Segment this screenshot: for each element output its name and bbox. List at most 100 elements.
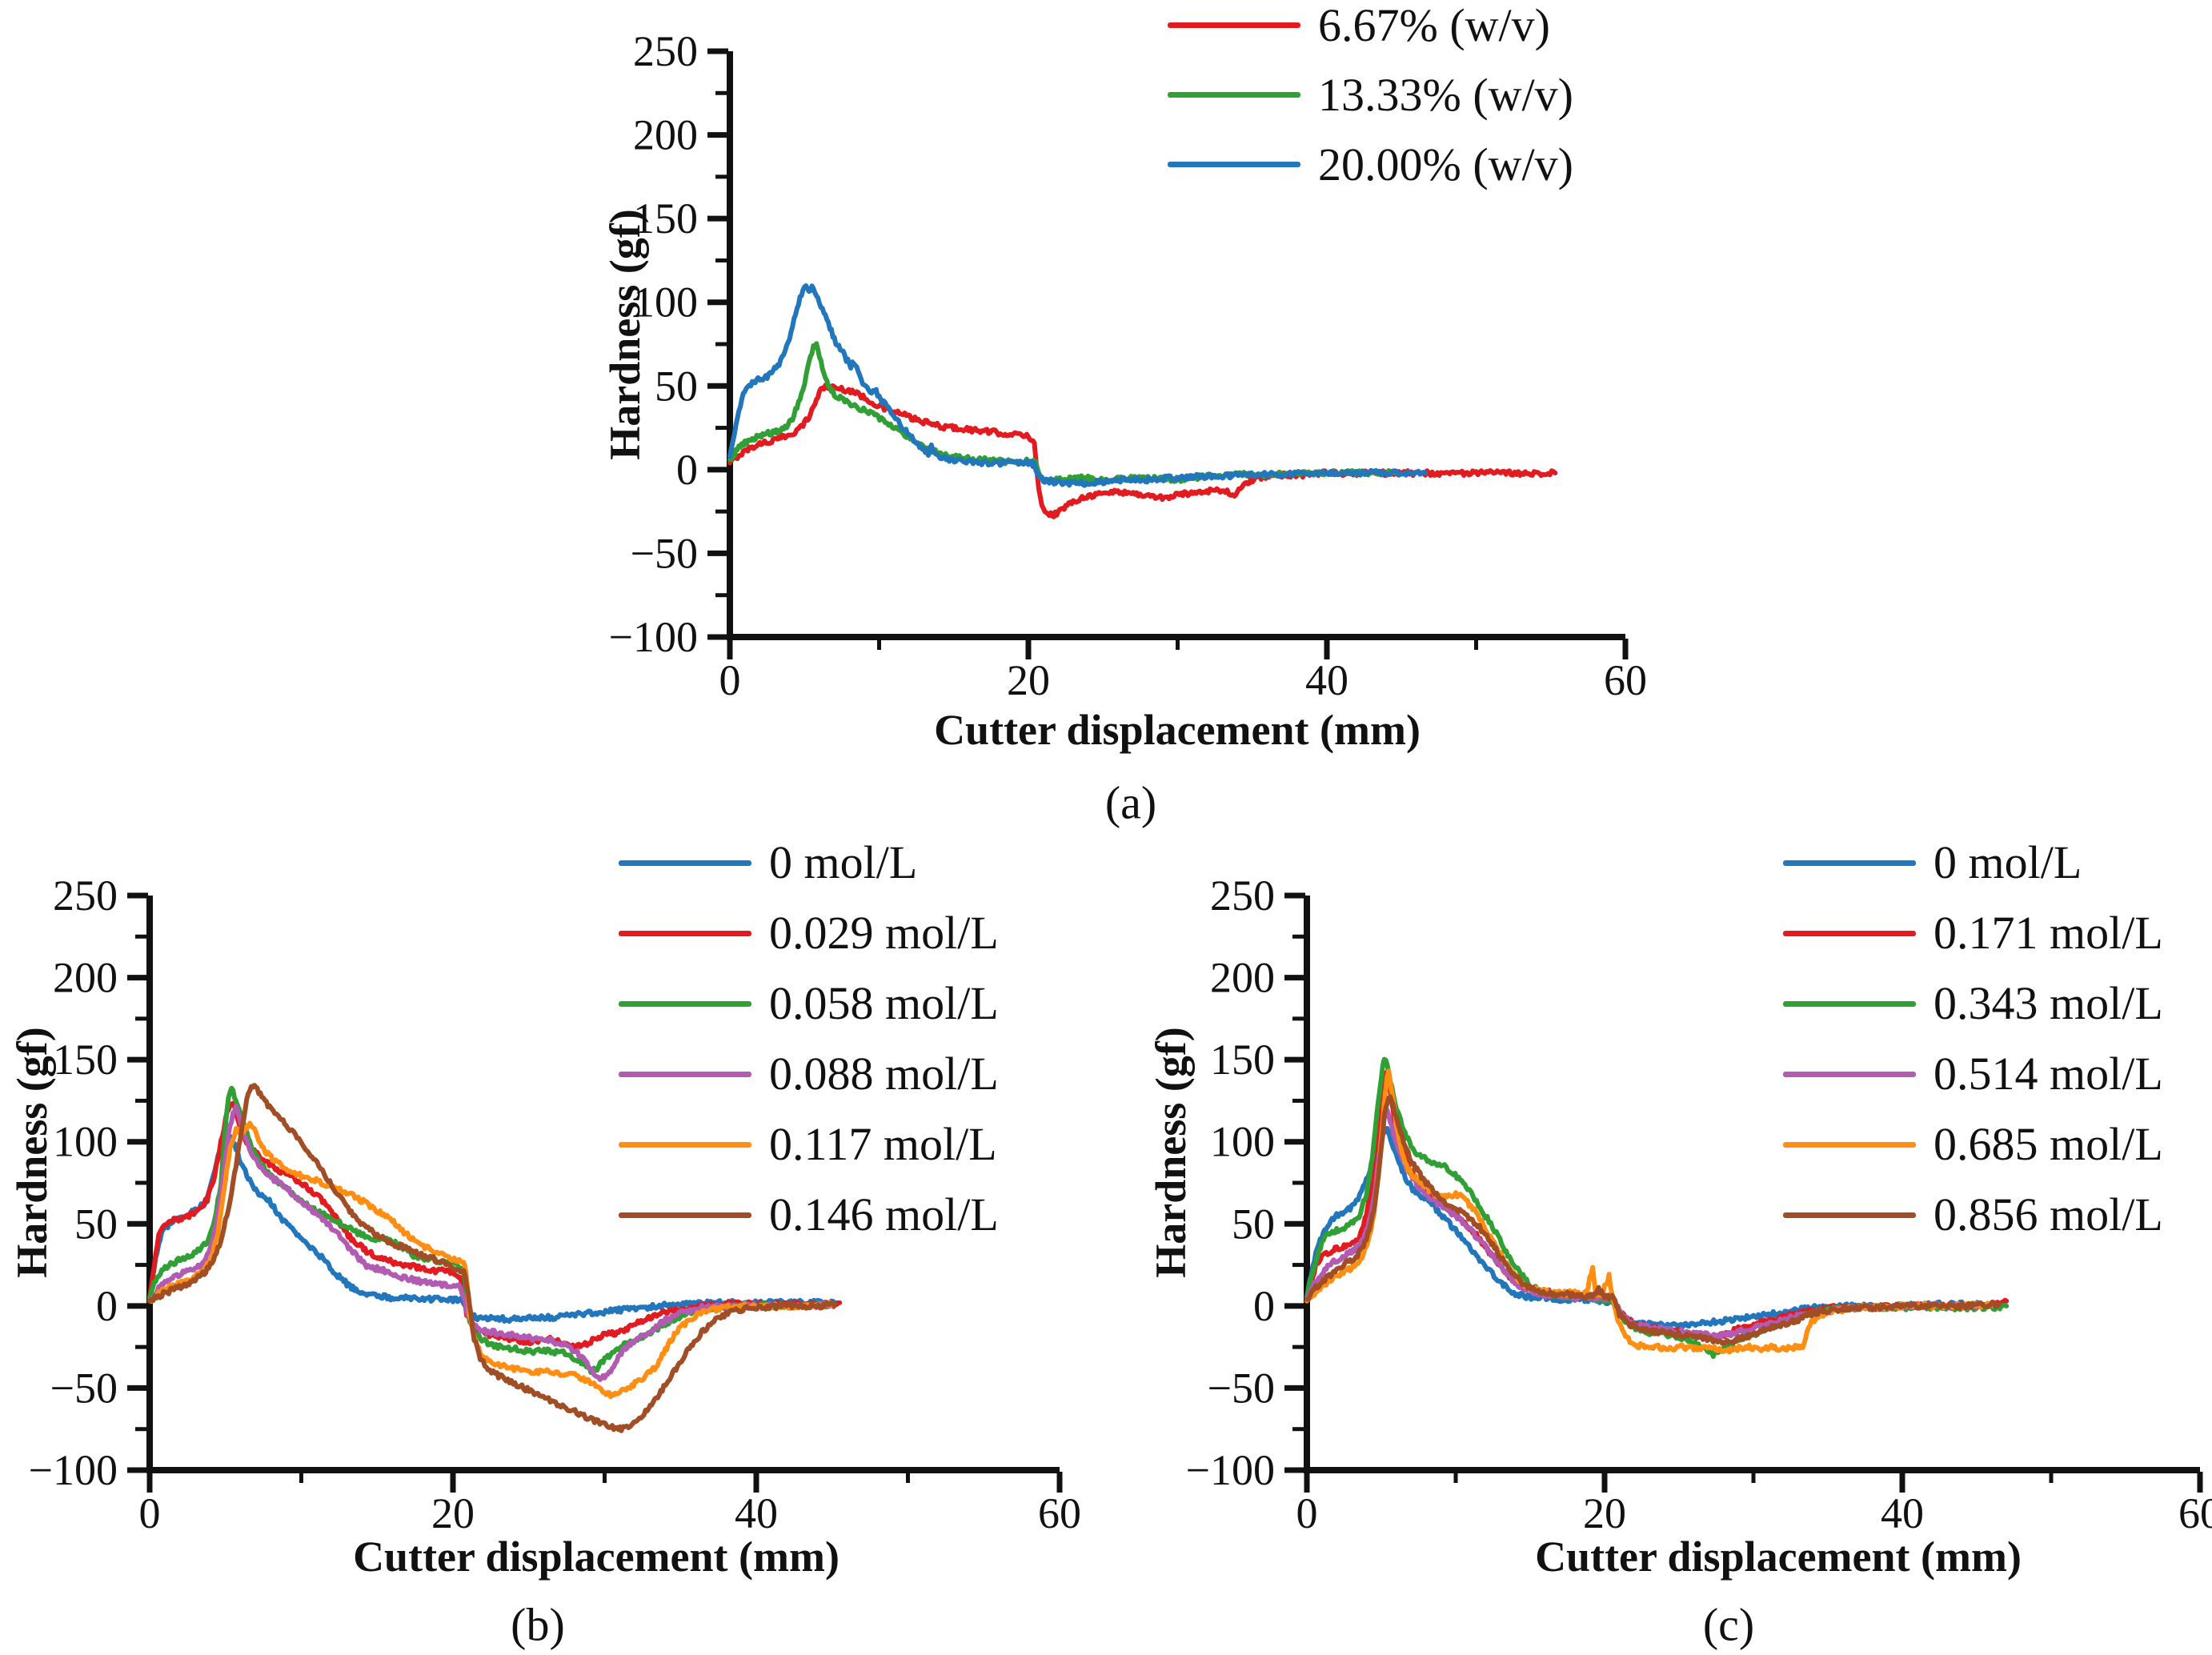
- panel-b-y-axis-title: Hardness (gf): [8, 1027, 56, 1278]
- legend-item: 0.343 mol/L: [1783, 968, 2163, 1039]
- panel-c-y-axis-title: Hardness (gf): [1147, 1027, 1195, 1278]
- legend-label: 0.514 mol/L: [1933, 1048, 2163, 1100]
- y-tick-label: −50: [1208, 1364, 1275, 1412]
- panel-a-legend: 6.67% (w/v) 13.33% (w/v) 20.00% (w/v): [1168, 0, 1573, 199]
- legend-item: 0 mol/L: [1783, 828, 2163, 898]
- legend-line-swatch: [1168, 22, 1300, 28]
- axis-spines: [146, 896, 1060, 1473]
- x-tick-label: 60: [1604, 656, 1647, 704]
- legend-line-swatch: [619, 930, 751, 936]
- series-0.146-mol-l: [147, 1083, 838, 1433]
- legend-label: 0.856 mol/L: [1933, 1188, 2163, 1240]
- panel-b-legend: 0 mol/L 0.029 mol/L 0.058 mol/L 0.088 mo…: [619, 828, 999, 1250]
- y-tick-label: 150: [1210, 1036, 1275, 1084]
- legend-line-swatch: [619, 1212, 751, 1218]
- y-tick-label: −50: [50, 1364, 118, 1412]
- y-tick-label: 100: [1210, 1118, 1275, 1166]
- y-tick-label: 0: [676, 446, 698, 494]
- panel-b-caption: (b): [511, 1598, 565, 1651]
- x-tick-label: 40: [1305, 656, 1348, 704]
- x-tick-label: 20: [1583, 1489, 1626, 1537]
- legend-label: 0.029 mol/L: [769, 907, 999, 959]
- x-tick-label: 20: [1007, 656, 1050, 704]
- x-tick-label: 0: [719, 656, 741, 704]
- legend-line-swatch: [619, 1141, 751, 1148]
- legend-item: 0.171 mol/L: [1783, 898, 2163, 968]
- legend-line-swatch: [1783, 860, 1916, 866]
- y-tick-label: 50: [1232, 1200, 1275, 1248]
- legend-label: 20.00% (w/v): [1318, 138, 1573, 190]
- legend-line-swatch: [1783, 930, 1916, 936]
- series-0.117-mol-l: [147, 1120, 836, 1400]
- axis-spines: [727, 51, 1625, 640]
- legend-item: 0.029 mol/L: [619, 898, 999, 968]
- y-tick-label: −50: [631, 529, 698, 577]
- x-tick-label: 0: [1296, 1489, 1318, 1537]
- y-tick-label: 250: [1210, 872, 1275, 920]
- y-tick-label: 50: [655, 362, 698, 410]
- legend-item: 0.146 mol/L: [619, 1180, 999, 1250]
- panel-a: 250 200 150 100 50 0 −50 −100 0 20 40 60: [609, 27, 1647, 704]
- y-tick-label: 100: [633, 279, 698, 327]
- legend-line-swatch: [619, 1071, 751, 1077]
- legend-item: 0.856 mol/L: [1783, 1180, 2163, 1250]
- y-tick-label: −100: [609, 613, 698, 661]
- series-20.00-w-v-: [727, 283, 1429, 488]
- y-tick-label: 0: [96, 1282, 118, 1330]
- legend-label: 0.117 mol/L: [769, 1118, 997, 1170]
- panel-a-x-axis-title: Cutter displacement (mm): [934, 706, 1421, 754]
- legend-item: 6.67% (w/v): [1168, 0, 1573, 60]
- legend-item: 0.514 mol/L: [1783, 1039, 2163, 1109]
- legend-label: 6.67% (w/v): [1318, 0, 1550, 51]
- legend-line-swatch: [619, 860, 751, 866]
- x-tick-label: 0: [139, 1489, 161, 1537]
- legend-line-swatch: [1168, 162, 1300, 167]
- y-tick-label: 150: [633, 194, 698, 242]
- y-tick-label: −100: [29, 1446, 118, 1494]
- legend-label: 0 mol/L: [1933, 836, 2082, 888]
- legend-label: 0.058 mol/L: [769, 977, 999, 1029]
- y-tick-label: 250: [53, 872, 118, 920]
- series-13.33-w-v-: [727, 341, 1398, 485]
- x-tick-label: 40: [1881, 1489, 1924, 1537]
- legend-line-swatch: [1168, 92, 1300, 98]
- legend-item: 20.00% (w/v): [1168, 130, 1573, 199]
- legend-item: 0.117 mol/L: [619, 1109, 999, 1180]
- series-0.856-mol-l: [1304, 1094, 2002, 1346]
- y-tick-label: 200: [633, 111, 698, 159]
- legend-label: 13.33% (w/v): [1318, 68, 1573, 121]
- axis-spines: [1304, 896, 2200, 1473]
- panel-b: 250 200 150 100 50 0 −50 −100 0 20 40 60: [29, 872, 1081, 1537]
- series-0.088-mol-l: [147, 1104, 835, 1382]
- legend-label: 0.343 mol/L: [1933, 977, 2163, 1029]
- x-tick-label: 60: [2178, 1489, 2212, 1537]
- legend-item: 0.058 mol/L: [619, 968, 999, 1039]
- legend-item: 0.088 mol/L: [619, 1039, 999, 1109]
- panel-a-caption: (a): [1104, 776, 1157, 829]
- legend-item: 13.33% (w/v): [1168, 60, 1573, 130]
- panel-b-x-axis-title: Cutter displacement (mm): [353, 1533, 840, 1581]
- legend-line-swatch: [1783, 1141, 1916, 1148]
- legend-label: 0.088 mol/L: [769, 1048, 999, 1100]
- y-tick-label: 100: [53, 1118, 118, 1166]
- y-tick-label: 200: [53, 954, 118, 1002]
- y-tick-label: −100: [1186, 1446, 1275, 1494]
- panel-c: 250 200 150 100 50 0 −50 −100 0 20 40 60: [1186, 872, 2212, 1537]
- x-tick-label: 60: [1038, 1489, 1081, 1537]
- x-tick-label: 40: [735, 1489, 778, 1537]
- panel-c-legend: 0 mol/L 0.171 mol/L 0.343 mol/L 0.514 mo…: [1783, 828, 2163, 1250]
- legend-line-swatch: [1783, 1071, 1916, 1077]
- legend-label: 0.685 mol/L: [1933, 1118, 2163, 1170]
- legend-item: 0.685 mol/L: [1783, 1109, 2163, 1180]
- y-tick-label: 50: [74, 1200, 118, 1248]
- legend-label: 0.146 mol/L: [769, 1188, 999, 1240]
- legend-line-swatch: [1783, 1000, 1916, 1007]
- legend-item: 0 mol/L: [619, 828, 999, 898]
- panel-c-caption: (c): [1702, 1598, 1755, 1651]
- legend-line-swatch: [1783, 1212, 1916, 1218]
- panel-a-y-axis-title: Hardness (gf): [601, 209, 649, 460]
- legend-label: 0 mol/L: [769, 836, 918, 888]
- y-tick-label: 200: [1210, 954, 1275, 1002]
